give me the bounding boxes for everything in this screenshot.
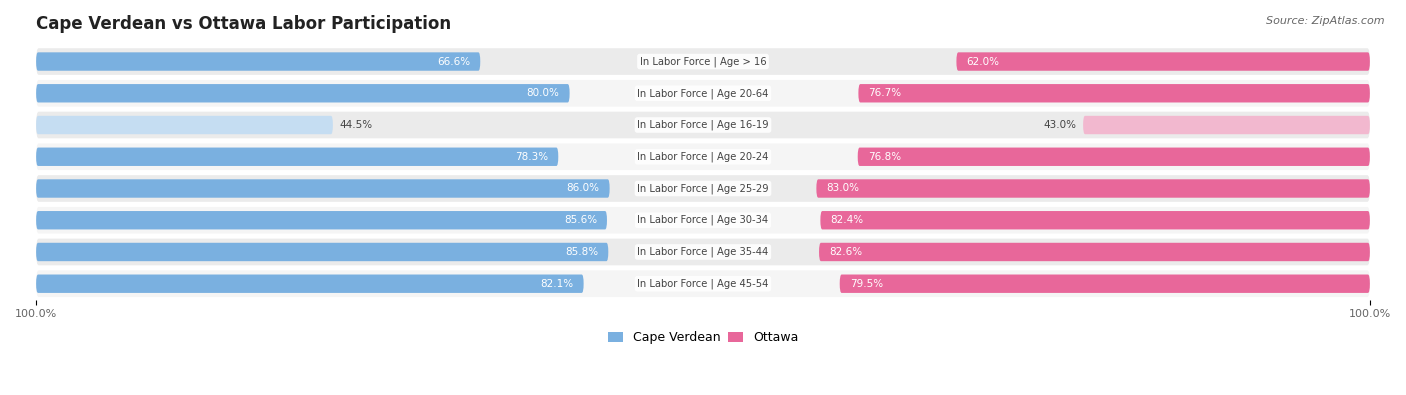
FancyBboxPatch shape (37, 179, 610, 198)
FancyBboxPatch shape (37, 80, 1369, 107)
FancyBboxPatch shape (37, 148, 558, 166)
Text: 79.5%: 79.5% (849, 279, 883, 289)
FancyBboxPatch shape (37, 143, 1369, 170)
Text: 66.6%: 66.6% (437, 56, 470, 66)
Text: In Labor Force | Age 20-64: In Labor Force | Age 20-64 (637, 88, 769, 98)
Text: 85.8%: 85.8% (565, 247, 599, 257)
FancyBboxPatch shape (820, 211, 1369, 229)
Text: 82.1%: 82.1% (540, 279, 574, 289)
FancyBboxPatch shape (37, 52, 481, 71)
FancyBboxPatch shape (858, 148, 1369, 166)
FancyBboxPatch shape (37, 271, 1369, 297)
Text: In Labor Force | Age 35-44: In Labor Force | Age 35-44 (637, 247, 769, 257)
Text: 44.5%: 44.5% (340, 120, 373, 130)
Text: 76.7%: 76.7% (869, 88, 901, 98)
Text: In Labor Force | Age 20-24: In Labor Force | Age 20-24 (637, 152, 769, 162)
Text: In Labor Force | Age 30-34: In Labor Force | Age 30-34 (637, 215, 769, 226)
FancyBboxPatch shape (820, 243, 1369, 261)
Legend: Cape Verdean, Ottawa: Cape Verdean, Ottawa (603, 326, 803, 349)
FancyBboxPatch shape (956, 52, 1369, 71)
FancyBboxPatch shape (37, 207, 1369, 233)
FancyBboxPatch shape (839, 275, 1369, 293)
Text: Cape Verdean vs Ottawa Labor Participation: Cape Verdean vs Ottawa Labor Participati… (37, 15, 451, 33)
FancyBboxPatch shape (37, 211, 607, 229)
Text: 80.0%: 80.0% (527, 88, 560, 98)
Text: 78.3%: 78.3% (515, 152, 548, 162)
Text: 76.8%: 76.8% (868, 152, 901, 162)
FancyBboxPatch shape (37, 112, 1369, 138)
FancyBboxPatch shape (37, 48, 1369, 75)
Text: In Labor Force | Age 25-29: In Labor Force | Age 25-29 (637, 183, 769, 194)
Text: In Labor Force | Age > 16: In Labor Force | Age > 16 (640, 56, 766, 67)
Text: 86.0%: 86.0% (567, 184, 599, 194)
Text: In Labor Force | Age 16-19: In Labor Force | Age 16-19 (637, 120, 769, 130)
FancyBboxPatch shape (817, 179, 1369, 198)
Text: In Labor Force | Age 45-54: In Labor Force | Age 45-54 (637, 278, 769, 289)
FancyBboxPatch shape (37, 116, 333, 134)
FancyBboxPatch shape (37, 243, 609, 261)
Text: 43.0%: 43.0% (1043, 120, 1077, 130)
Text: Source: ZipAtlas.com: Source: ZipAtlas.com (1267, 16, 1385, 26)
FancyBboxPatch shape (37, 275, 583, 293)
FancyBboxPatch shape (37, 239, 1369, 265)
Text: 85.6%: 85.6% (564, 215, 598, 225)
Text: 62.0%: 62.0% (966, 56, 1000, 66)
FancyBboxPatch shape (1083, 116, 1369, 134)
Text: 83.0%: 83.0% (827, 184, 859, 194)
FancyBboxPatch shape (37, 175, 1369, 202)
FancyBboxPatch shape (37, 84, 569, 102)
FancyBboxPatch shape (859, 84, 1369, 102)
Text: 82.6%: 82.6% (830, 247, 862, 257)
Text: 82.4%: 82.4% (831, 215, 863, 225)
